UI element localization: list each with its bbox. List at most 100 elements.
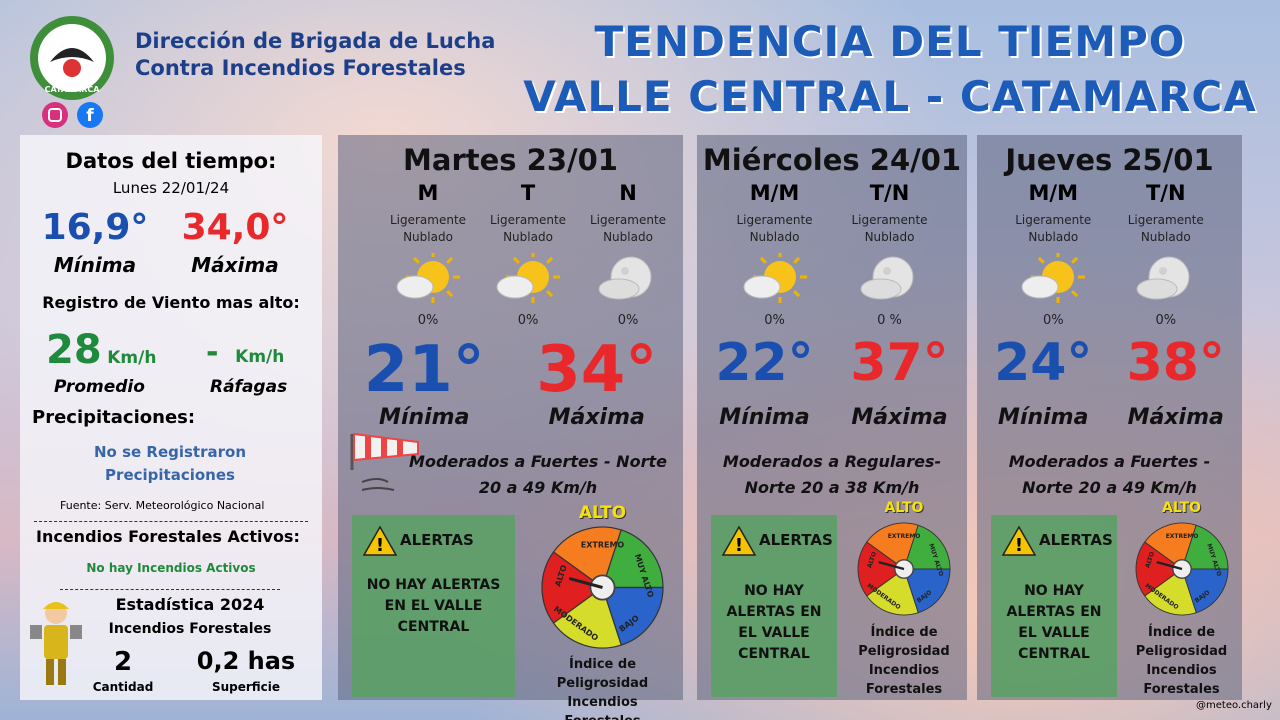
period-precip: 0% (617, 313, 639, 328)
min-label: Mínima (998, 405, 1089, 430)
period-condition: Ligeramente Nublado (1127, 213, 1204, 244)
alert-text: NO HAY ALERTAS EN EL VALLE CENTRAL (1006, 583, 1102, 662)
weather-icon (860, 256, 913, 300)
alert-title: ALERTAS (400, 531, 474, 549)
weather-icon (1136, 256, 1190, 300)
min-temp: 21° (363, 333, 485, 407)
alert-box: ! ALERTAS NO HAY ALERTAS EN EL VALLE CENTR… (991, 515, 1117, 697)
period-label: M/M (749, 181, 800, 205)
main-title: TENDENCIA DEL TIEMPO VALLE CENTRAL - CAT… (520, 14, 1260, 124)
period-condition: Ligeramente Nublado (589, 213, 667, 244)
credit: @meteo.charly (1196, 700, 1272, 711)
alert-box: ! ALERTAS NO HAY ALERTAS EN EL VALLE CENTR… (352, 515, 515, 697)
weather-icon (743, 253, 807, 303)
wind-avg-label: Promedio (54, 377, 145, 397)
period-condition: Ligeramente Nublado (851, 213, 928, 244)
period-precip: 0% (517, 313, 539, 328)
svg-text:!: ! (1015, 535, 1023, 556)
period-condition: Ligeramente Nublado (1015, 213, 1092, 244)
period-precip: 0% (764, 313, 785, 328)
day-title: Jueves 25/01 (1005, 143, 1214, 177)
org-line: Dirección de Brigada de Lucha (135, 29, 496, 53)
day-panel: Martes 23/01 M Ligeramente Nublado 0% T Liger… (338, 135, 683, 720)
weather-icon (1021, 253, 1086, 303)
period-label: N (619, 181, 637, 205)
gust: - (206, 335, 219, 370)
wind-avg: 28 (46, 327, 102, 373)
title-line: TENDENCIA DEL TIEMPO (594, 17, 1186, 66)
gust-label: Ráfagas (210, 377, 288, 397)
alert-text: NO HAY ALERTAS EN EL VALLE CENTRAL (726, 583, 822, 662)
source: Fuente: Serv. Meteorológico Nacional (60, 499, 265, 512)
period-label: T/N (1145, 181, 1186, 205)
alert-title: ALERTAS (759, 531, 833, 549)
gauge-level: ALTO (578, 503, 627, 523)
alert-text: NO HAY ALERTAS EN EL VALLE CENTRAL (366, 577, 501, 635)
svg-text:f: f (86, 106, 94, 126)
gauge-segment-label: EXTREMO (1165, 533, 1198, 540)
gust-unit: Km/h (235, 347, 285, 367)
min-label: Mínima (719, 405, 810, 430)
summary-title: Datos del tiempo: (65, 149, 277, 173)
index-label: Índice de Peligrosidad Incendios Foresta… (1135, 625, 1228, 697)
area-label: Superficie (211, 680, 281, 694)
min-temp: 22° (715, 333, 814, 393)
period-label: T (520, 181, 536, 205)
day-panel: Jueves 25/01 M/M Ligeramente Nublado 0% T/N L… (977, 135, 1242, 700)
warning-icon: ! (721, 525, 757, 556)
org-line: Contra Incendios Forestales (135, 56, 466, 80)
period-precip: 0% (417, 313, 439, 328)
period-precip: 0% (1042, 313, 1064, 328)
gauge-level: ALTO (1162, 500, 1201, 516)
max-label: Máxima (1127, 405, 1224, 430)
logo: CATAMARCA (30, 16, 114, 100)
count-label: Cantidad (92, 680, 154, 694)
day-title: Martes 23/01 (403, 143, 618, 177)
warning-icon: ! (1001, 525, 1037, 556)
gauge-segment-label: ALTO (866, 551, 878, 569)
max-label: Máxima (851, 405, 948, 430)
gauge-level: ALTO (884, 500, 924, 516)
wind-forecast: Moderados a Fuertes - Norte 20 a 49 Km/h (409, 452, 667, 497)
weather-icon (396, 253, 460, 303)
wind-forecast: Moderados a Fuertes - Norte 20 a 49 Km/h (1008, 452, 1211, 497)
warning-icon: ! (362, 525, 398, 556)
wind-unit: Km/h (107, 348, 157, 368)
wind-title: Registro de Viento mas alto: (42, 293, 300, 312)
stats-title: Estadística 2024 (115, 595, 265, 614)
max-label: Máxima (548, 405, 645, 430)
weather-icon (598, 256, 652, 300)
divider (34, 521, 308, 522)
max-temp: 38° (1126, 333, 1225, 393)
period-label: T/N (869, 181, 910, 205)
weather-icon (496, 253, 560, 303)
gauge-segment-label: ALTO (1144, 551, 1156, 569)
max-temp: 34° (536, 333, 658, 407)
min-temp: 16,9° (41, 207, 149, 248)
max-temp: 34,0° (181, 207, 289, 248)
period-precip: 0% (1155, 313, 1177, 328)
svg-text:!: ! (735, 535, 743, 556)
org-name: Dirección de Brigada de Lucha Contra Inc… (135, 28, 495, 82)
gauge-segment-label: EXTREMO (581, 541, 625, 550)
min-label: Mínima (53, 253, 137, 277)
svg-text:!: ! (376, 535, 384, 556)
summary-date: Lunes 22/01/24 (112, 179, 230, 197)
social-icons: f (42, 102, 103, 128)
logo-text: CATAMARCA (45, 85, 101, 94)
index-label: Índice de Peligrosidad Incendios Foresta… (858, 625, 950, 697)
day-panel: Miércoles 24/01 M/M Ligeramente Nublado 0% T… (697, 135, 967, 700)
period-label: M (417, 181, 439, 205)
fires-text: No hay Incendios Activos (86, 561, 256, 575)
max-temp: 37° (850, 333, 949, 393)
wind-forecast: Moderados a Regulares- Norte 20 a 38 Km/… (722, 452, 942, 497)
summary-panel: Datos del tiempo: Lunes 22/01/24 16,9° 3… (20, 135, 322, 700)
divider (60, 589, 280, 590)
period-label: M/M (1028, 181, 1078, 205)
min-label: Mínima (379, 405, 470, 430)
windsock-icon (350, 432, 419, 491)
min-temp: 24° (994, 333, 1093, 393)
